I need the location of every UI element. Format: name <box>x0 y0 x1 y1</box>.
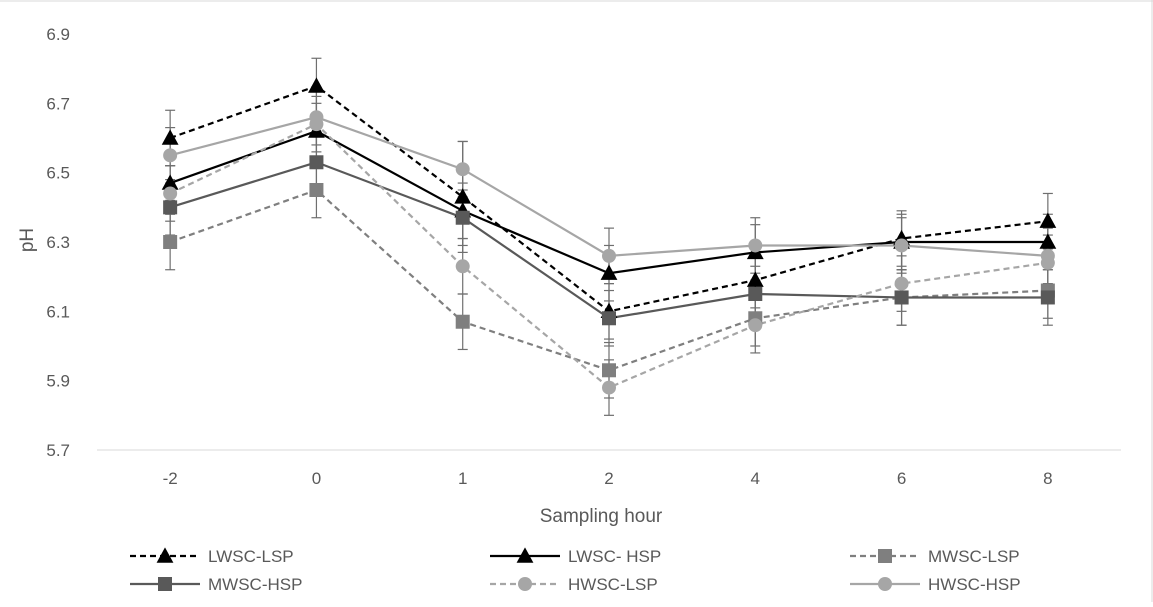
data-point <box>748 238 763 253</box>
y-axis-title: pH <box>17 228 38 252</box>
data-point <box>455 210 470 225</box>
data-point <box>161 174 179 190</box>
x-tick-label: 6 <box>897 469 906 488</box>
data-point <box>163 235 178 249</box>
data-point <box>602 248 616 263</box>
x-tick-label: -2 <box>163 469 178 488</box>
data-point <box>602 311 616 326</box>
data-point <box>163 200 178 215</box>
data-point <box>163 148 178 163</box>
data-point <box>894 238 909 253</box>
data-point <box>602 363 616 378</box>
x-tick-label: 8 <box>1043 469 1052 488</box>
legend-marker <box>878 549 892 563</box>
data-point <box>746 271 764 287</box>
x-tick-label: 0 <box>312 469 321 488</box>
legend-label: HWSC-HSP <box>928 575 1021 594</box>
legend-marker <box>158 577 172 591</box>
y-tick-label: 5.7 <box>46 441 70 460</box>
legend-label: HWSC-LSP <box>568 575 658 594</box>
data-point <box>455 162 470 177</box>
data-point <box>1039 233 1057 249</box>
data-point <box>1040 248 1055 263</box>
data-point <box>1040 290 1055 305</box>
axes: 5.7 5.9 6.1 6.3 6.5 6.7 6.9 -2 0 1 2 4 6 8 <box>46 25 1121 488</box>
legend-label: LWSC- HSP <box>568 547 661 566</box>
data-point <box>308 77 325 93</box>
data-point <box>309 155 324 170</box>
y-tick-label: 6.7 <box>46 94 70 113</box>
legend: LWSC-LSP LWSC- HSP MWSC-LSP MWSC-HSP HWSC-LS… <box>130 547 1021 594</box>
data-point <box>600 264 618 280</box>
legend-marker <box>518 577 532 591</box>
data-point <box>894 276 909 291</box>
legend-marker <box>516 547 534 563</box>
series-markers <box>161 77 1057 395</box>
data-point <box>309 110 324 125</box>
legend-marker <box>156 547 174 563</box>
data-point <box>455 314 470 329</box>
x-tick-label: 1 <box>458 469 467 488</box>
data-point <box>163 186 178 201</box>
y-tick-label: 5.9 <box>46 372 70 391</box>
data-point <box>748 287 763 301</box>
legend-marker <box>878 577 892 591</box>
y-tick-label: 6.5 <box>46 164 70 183</box>
data-point <box>161 129 179 145</box>
data-point <box>602 380 616 395</box>
y-tick-label: 6.1 <box>46 302 70 321</box>
data-point <box>455 259 470 274</box>
data-point <box>1039 212 1057 228</box>
data-point <box>454 188 472 204</box>
legend-label: MWSC-HSP <box>208 575 302 594</box>
data-point <box>309 183 324 197</box>
legend-label: LWSC-LSP <box>208 547 294 566</box>
x-tick-label: 4 <box>751 469 760 488</box>
data-point <box>894 290 909 305</box>
y-tick-label: 6.9 <box>46 25 70 44</box>
y-tick-label: 6.3 <box>46 233 70 252</box>
x-tick-label: 2 <box>604 469 613 488</box>
legend-label: MWSC-LSP <box>928 547 1020 566</box>
data-point <box>748 318 763 333</box>
x-axis-title: Sampling hour <box>540 506 663 527</box>
